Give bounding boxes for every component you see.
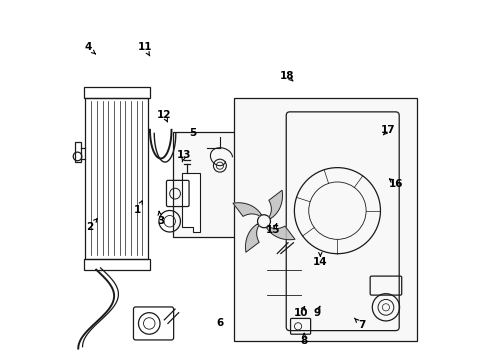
Text: 16: 16 — [389, 179, 403, 189]
Polygon shape — [269, 190, 282, 219]
Text: 4: 4 — [84, 42, 92, 52]
Polygon shape — [245, 224, 259, 252]
Text: 7: 7 — [358, 320, 365, 330]
Text: 11: 11 — [137, 42, 152, 52]
Polygon shape — [267, 226, 295, 240]
Bar — [84, 87, 150, 98]
Text: 18: 18 — [280, 71, 294, 81]
Text: 17: 17 — [381, 125, 396, 135]
Text: 2: 2 — [86, 222, 94, 231]
Text: 14: 14 — [313, 257, 328, 267]
Polygon shape — [182, 173, 200, 232]
Bar — [273, 232, 293, 243]
Text: 12: 12 — [157, 111, 171, 121]
Bar — [85, 98, 148, 259]
Text: 1: 1 — [134, 206, 141, 216]
Text: 13: 13 — [177, 150, 191, 160]
Polygon shape — [233, 203, 261, 216]
Text: 8: 8 — [300, 336, 308, 346]
Text: 6: 6 — [216, 319, 223, 328]
Text: 15: 15 — [266, 225, 280, 235]
Text: 5: 5 — [189, 129, 196, 138]
Bar — [173, 132, 240, 237]
Bar — [84, 259, 150, 270]
Text: 9: 9 — [313, 308, 320, 318]
Bar — [234, 98, 417, 341]
Text: 3: 3 — [157, 216, 164, 226]
Text: 10: 10 — [294, 308, 308, 318]
Bar — [74, 142, 81, 162]
